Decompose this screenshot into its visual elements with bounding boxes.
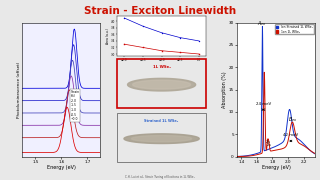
Text: Strained 1L WSe₂: Strained 1L WSe₂ <box>144 119 179 123</box>
Y-axis label: Area (a.u.): Area (a.u.) <box>106 28 110 44</box>
Y-axis label: Absorption (%): Absorption (%) <box>222 71 227 108</box>
X-axis label: Energy (eV): Energy (eV) <box>262 165 291 170</box>
Text: $B_{ex}$: $B_{ex}$ <box>288 115 297 124</box>
Polygon shape <box>124 134 199 143</box>
Polygon shape <box>133 80 190 89</box>
Text: Strain - Exciton Linewidth: Strain - Exciton Linewidth <box>84 6 236 16</box>
Text: 1L WSe₂: 1L WSe₂ <box>153 65 171 69</box>
Text: $2s$: $2s$ <box>266 141 272 148</box>
Text: C.H. Lui et al., Strain Tuning of Excitons in 1L WSe₂: C.H. Lui et al., Strain Tuning of Excito… <box>125 175 195 179</box>
Legend: Ion Strained 1L WSe₂, 1on 1L WSe₂: Ion Strained 1L WSe₂, 1on 1L WSe₂ <box>275 24 314 35</box>
Text: Strain
(%)
-2.0
-1.5
-1.0
-0.5
~0.0: Strain (%) -2.0 -1.5 -1.0 -0.5 ~0.0 <box>71 89 80 121</box>
Text: $A_{ex}$: $A_{ex}$ <box>257 19 267 28</box>
Polygon shape <box>132 136 192 142</box>
Polygon shape <box>128 78 196 91</box>
Text: $2s$: $2s$ <box>265 138 271 145</box>
Y-axis label: Photoluminescence (offset): Photoluminescence (offset) <box>17 61 21 118</box>
Text: 24 meV: 24 meV <box>256 102 271 106</box>
X-axis label: Energy (eV): Energy (eV) <box>47 165 76 170</box>
Text: 42 meV: 42 meV <box>283 134 299 138</box>
